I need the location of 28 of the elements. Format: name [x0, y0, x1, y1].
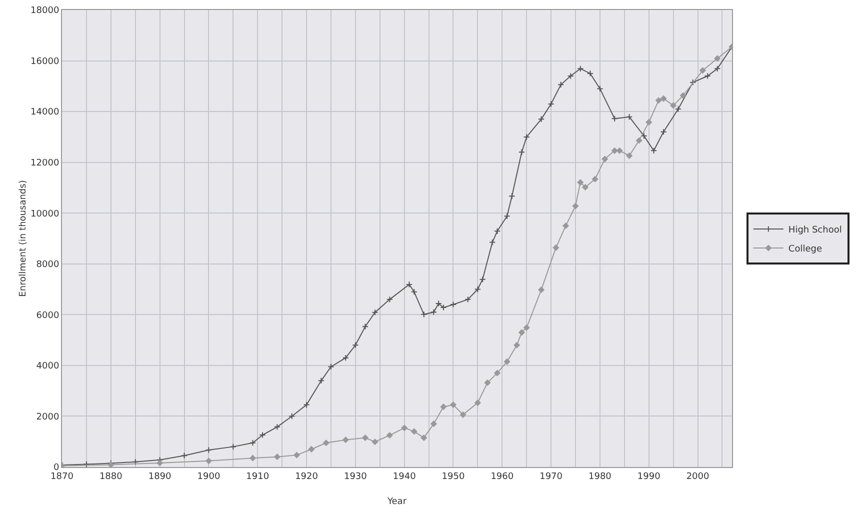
- x-tick-label: 2000: [686, 472, 710, 482]
- x-tick-label: 1960: [490, 472, 514, 482]
- y-tick-label: 0: [53, 463, 60, 474]
- y-tick-label: 16000: [30, 56, 60, 67]
- y-tick-label: 2000: [36, 412, 60, 422]
- y-tick-label: 8000: [36, 260, 60, 270]
- x-tick-label: 1920: [295, 472, 318, 482]
- y-tick-label: 4000: [36, 362, 60, 372]
- x-tick-label: 1870: [50, 472, 74, 482]
- x-tick-label: 1910: [246, 472, 270, 482]
- x-tick-label: 1930: [344, 472, 368, 482]
- y-tick-label: 14000: [30, 108, 60, 118]
- x-axis-title: Year: [386, 497, 407, 507]
- x-tick-label: 1890: [148, 472, 172, 482]
- x-tick-label: 1970: [540, 472, 563, 482]
- y-tick-label: 10000: [30, 209, 60, 220]
- legend-label: High School: [788, 226, 842, 236]
- y-tick-label: 18000: [30, 6, 60, 16]
- legend-label: College: [788, 244, 822, 255]
- x-tick-label: 1980: [588, 472, 612, 482]
- x-tick-label: 1990: [637, 472, 661, 482]
- x-tick-label: 1900: [197, 472, 220, 482]
- x-tick-label: 1880: [99, 472, 123, 482]
- y-axis-title: Enrollment (in thousands): [18, 180, 29, 297]
- x-tick-label: 1940: [392, 472, 416, 482]
- x-tick-label: 1950: [442, 472, 465, 482]
- y-tick-label: 12000: [30, 158, 60, 168]
- y-tick-label: 6000: [36, 310, 60, 321]
